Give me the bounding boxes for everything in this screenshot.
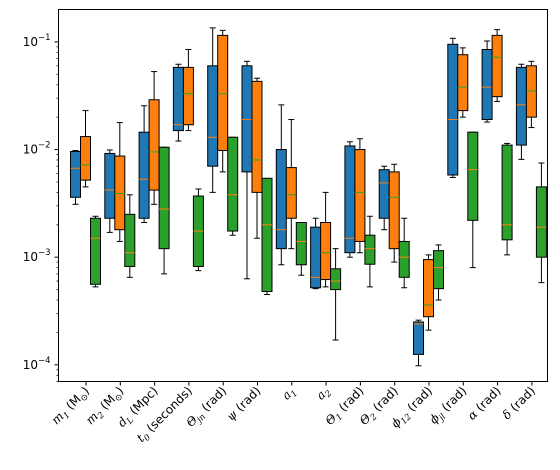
box-iqr	[481, 49, 493, 121]
box-iqr	[320, 222, 332, 281]
box-s2-12	[457, 47, 469, 118]
box-iqr	[124, 213, 136, 267]
box-iqr	[501, 144, 513, 241]
box-iqr	[261, 177, 273, 292]
box-s2-11	[423, 254, 434, 331]
plot-frame	[58, 9, 548, 382]
box-iqr	[182, 66, 194, 126]
y-axis: 10−4 10−3 10−2 10−1	[23, 33, 59, 382]
x-tick-label-14: δ (rad)	[500, 384, 538, 422]
x-tick-label-7: a1	[279, 384, 300, 405]
x-tick-label-12: ϕjl (rad)	[427, 384, 472, 429]
box-s1-11	[413, 319, 424, 367]
box-s3-3	[158, 146, 170, 275]
box-s2-6	[251, 77, 263, 239]
x-axis: m1 (M⊙)m2 (M⊙)dL (Mpc)t0 (seconds)Θjn (r…	[49, 381, 538, 445]
box-iqr	[295, 222, 307, 266]
box-s3-1	[90, 215, 101, 288]
box-iqr	[217, 34, 229, 151]
box-s3-7	[295, 222, 307, 276]
box-s2-8	[320, 191, 332, 288]
box-iqr	[413, 321, 424, 355]
x-tick-label-13: α (rad)	[465, 384, 504, 423]
box-iqr	[354, 149, 366, 242]
x-tick-label-6: ψ (rad)	[224, 384, 264, 424]
box-s3-9	[364, 215, 376, 288]
box-s2-4	[182, 49, 194, 132]
box-s2-2	[114, 122, 126, 242]
box-s1-12	[447, 37, 459, 178]
box-iqr	[344, 145, 356, 254]
box-iqr	[104, 152, 116, 219]
box-s1-9	[344, 141, 356, 258]
box-s2-5	[217, 29, 229, 173]
box-s1-5	[207, 27, 219, 193]
box-s1-2	[104, 149, 116, 233]
y-tick-label-1: 10−4	[23, 356, 51, 372]
box-iqr	[467, 131, 479, 221]
box-s1-4	[172, 63, 184, 142]
box-iqr	[378, 169, 390, 219]
box-iqr	[227, 136, 239, 232]
box-s2-1	[80, 110, 91, 188]
box-iqr	[515, 66, 527, 146]
box-s1-6	[241, 60, 253, 280]
box-s2-10	[388, 163, 400, 263]
box-iqr	[172, 66, 184, 132]
box-iqr	[535, 186, 547, 258]
box-iqr	[70, 150, 81, 198]
box-iqr	[285, 167, 297, 219]
box-iqr	[80, 136, 91, 181]
plot-area	[70, 27, 547, 367]
box-s1-1	[70, 149, 81, 205]
box-s2-7	[285, 119, 297, 250]
box-s1-3	[138, 105, 150, 224]
box-iqr	[251, 80, 263, 193]
box-iqr	[207, 65, 219, 167]
box-iqr	[457, 54, 469, 112]
box-iqr	[491, 34, 503, 98]
box-s1-7	[275, 104, 287, 266]
box-s1-13	[481, 40, 493, 123]
y-tick-label-4: 10−1	[23, 33, 51, 49]
box-iqr	[423, 259, 434, 318]
box-iqr	[398, 240, 410, 278]
box-s3-5	[227, 136, 239, 236]
box-iqr	[158, 146, 170, 250]
x-tick-label-8: a2	[313, 384, 334, 405]
box-s3-11	[433, 244, 444, 301]
box-iqr	[433, 250, 444, 290]
box-iqr	[447, 43, 459, 176]
y-tick-label-2: 10−3	[23, 248, 51, 264]
box-iqr	[364, 234, 376, 265]
box-iqr	[90, 217, 101, 285]
box-s2-14	[525, 60, 537, 129]
box-iqr	[241, 65, 253, 173]
box-iqr	[388, 171, 400, 250]
box-s3-14	[535, 162, 547, 284]
box-s1-10	[378, 165, 390, 231]
box-iqr	[275, 149, 287, 250]
box-s2-13	[491, 29, 503, 102]
box-s3-4	[192, 188, 204, 272]
box-s3-6	[261, 177, 273, 296]
box-iqr	[310, 226, 322, 289]
box-s2-9	[354, 138, 366, 254]
box-s1-14	[515, 63, 527, 160]
box-s3-12	[467, 131, 479, 269]
y-tick-label-3: 10−2	[23, 141, 51, 157]
box-s3-10	[398, 217, 410, 289]
box-s2-3	[148, 71, 160, 205]
box-s3-13	[501, 142, 513, 256]
box-s3-8	[330, 248, 342, 341]
box-s1-8	[310, 217, 322, 290]
box-s3-2	[124, 194, 136, 278]
box-iqr	[148, 99, 160, 191]
box-iqr	[330, 268, 342, 291]
box-iqr	[138, 131, 150, 219]
box-iqr	[114, 155, 126, 231]
